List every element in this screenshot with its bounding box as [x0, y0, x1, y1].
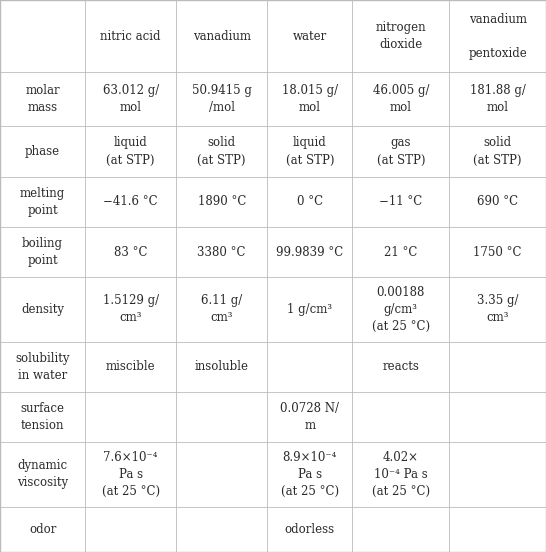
- Text: nitrogen
dioxide: nitrogen dioxide: [376, 21, 426, 51]
- Text: 83 °C: 83 °C: [114, 246, 147, 258]
- Text: boiling
point: boiling point: [22, 237, 63, 267]
- Text: liquid
(at STP): liquid (at STP): [286, 136, 334, 167]
- Text: surface
tension: surface tension: [21, 402, 64, 432]
- Text: vanadium

pentoxide: vanadium pentoxide: [468, 13, 527, 60]
- Text: reacts: reacts: [382, 360, 419, 373]
- Text: 4.02×
10⁻⁴ Pa s
(at 25 °C): 4.02× 10⁻⁴ Pa s (at 25 °C): [372, 451, 430, 498]
- Text: 46.005 g/
mol: 46.005 g/ mol: [372, 84, 429, 114]
- Text: solid
(at STP): solid (at STP): [473, 136, 522, 167]
- Text: 6.11 g/
cm³: 6.11 g/ cm³: [201, 294, 242, 325]
- Text: 1.5129 g/
cm³: 1.5129 g/ cm³: [103, 294, 159, 325]
- Text: nitric acid: nitric acid: [100, 30, 161, 43]
- Text: odorless: odorless: [285, 523, 335, 536]
- Text: 1750 °C: 1750 °C: [473, 246, 522, 258]
- Text: 99.9839 °C: 99.9839 °C: [276, 246, 343, 258]
- Text: 0.00188
g/cm³
(at 25 °C): 0.00188 g/cm³ (at 25 °C): [372, 286, 430, 333]
- Text: 0 °C: 0 °C: [297, 195, 323, 208]
- Text: solubility
in water: solubility in water: [15, 352, 70, 382]
- Text: 3.35 g/
cm³: 3.35 g/ cm³: [477, 294, 518, 325]
- Text: −11 °C: −11 °C: [379, 195, 423, 208]
- Text: 63.012 g/
mol: 63.012 g/ mol: [103, 84, 159, 114]
- Text: dynamic
viscosity: dynamic viscosity: [17, 459, 68, 490]
- Text: 0.0728 N/
m: 0.0728 N/ m: [280, 402, 340, 432]
- Text: 8.9×10⁻⁴
Pa s
(at 25 °C): 8.9×10⁻⁴ Pa s (at 25 °C): [281, 451, 339, 498]
- Text: odor: odor: [29, 523, 56, 536]
- Text: melting
point: melting point: [20, 187, 65, 217]
- Text: phase: phase: [25, 145, 60, 158]
- Text: vanadium: vanadium: [193, 30, 251, 43]
- Text: insoluble: insoluble: [195, 360, 249, 373]
- Text: 21 °C: 21 °C: [384, 246, 418, 258]
- Text: 3380 °C: 3380 °C: [198, 246, 246, 258]
- Text: −41.6 °C: −41.6 °C: [103, 195, 158, 208]
- Text: miscible: miscible: [106, 360, 156, 373]
- Text: 1890 °C: 1890 °C: [198, 195, 246, 208]
- Text: 7.6×10⁻⁴
Pa s
(at 25 °C): 7.6×10⁻⁴ Pa s (at 25 °C): [102, 451, 160, 498]
- Text: 50.9415 g
/mol: 50.9415 g /mol: [192, 84, 252, 114]
- Text: density: density: [21, 303, 64, 316]
- Text: liquid
(at STP): liquid (at STP): [106, 136, 155, 167]
- Text: gas
(at STP): gas (at STP): [377, 136, 425, 167]
- Text: 18.015 g/
mol: 18.015 g/ mol: [282, 84, 338, 114]
- Text: 181.88 g/
mol: 181.88 g/ mol: [470, 84, 526, 114]
- Text: 1 g/cm³: 1 g/cm³: [287, 303, 333, 316]
- Text: molar
mass: molar mass: [25, 84, 60, 114]
- Text: 690 °C: 690 °C: [477, 195, 518, 208]
- Text: solid
(at STP): solid (at STP): [198, 136, 246, 167]
- Text: water: water: [293, 30, 327, 43]
